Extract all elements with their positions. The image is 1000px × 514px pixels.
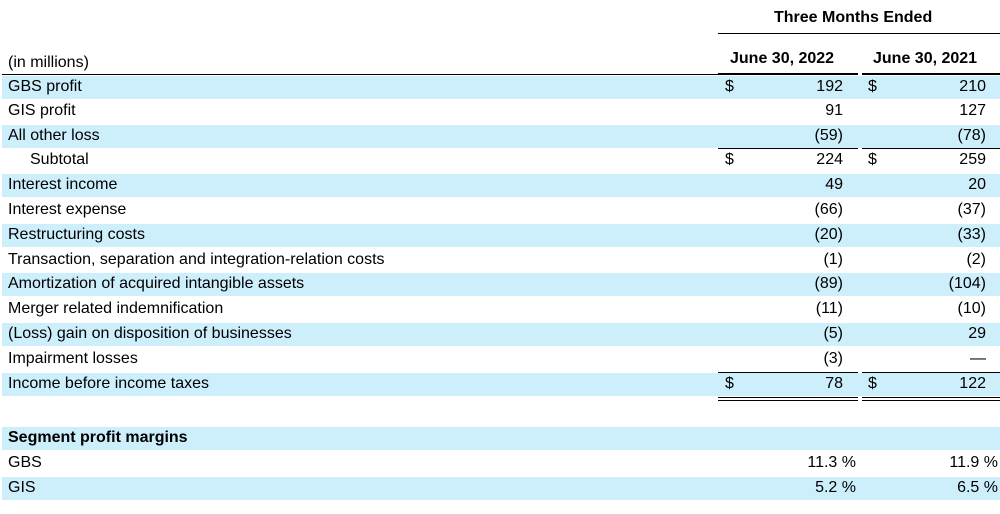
table-row-restructuring-costs: Restructuring costs (20) (33) — [2, 224, 1000, 247]
row-label: Transaction, separation and integration-… — [8, 251, 385, 268]
table-row-disposition: (Loss) gain on disposition of businesses… — [2, 323, 1000, 346]
value-2022: 192 — [816, 78, 843, 95]
value-2021: (10) — [957, 300, 986, 317]
value-2022: 49 — [825, 176, 843, 193]
double-rule-2022-b — [718, 400, 858, 401]
subtotal-rule-2021 — [862, 148, 1000, 149]
value-2021: 210 — [959, 78, 986, 95]
value-2021: 20 — [968, 176, 986, 193]
unit-label: (in millions) — [8, 54, 89, 71]
double-rule-2021-b — [862, 400, 1000, 401]
table-row-interest-expense: Interest expense (66) (37) — [2, 199, 1000, 222]
header-rule-left — [2, 74, 718, 75]
total-rule-2021 — [862, 372, 1000, 373]
value-2021: (37) — [957, 201, 986, 218]
value-2021: 6.5 % — [957, 479, 998, 496]
table-row-merger-indemnification: Merger related indemnification (11) (10) — [2, 298, 1000, 321]
column-header-2022: June 30, 2022 — [730, 50, 835, 67]
table-row-gbs-margin: GBS 11.3 % 11.9 % — [2, 452, 1000, 475]
row-label: Subtotal — [30, 151, 89, 168]
value-2022: (11) — [815, 300, 843, 317]
row-label: Interest expense — [8, 201, 127, 218]
value-2021: — — [970, 350, 986, 367]
row-label: Amortization of acquired intangible asse… — [8, 275, 305, 292]
table-row-gis-margin: GIS 5.2 % 6.5 % — [2, 477, 1000, 500]
table-row-income-before-taxes: Income before income taxes $ 78 $ 122 — [2, 373, 1000, 396]
value-2021: (33) — [957, 226, 986, 243]
table-row-gis-profit: GIS profit 91 127 — [2, 100, 1000, 123]
value-2022: (3) — [823, 350, 843, 367]
row-label: Restructuring costs — [8, 226, 145, 243]
value-2021: 29 — [968, 325, 986, 342]
table-row-subtotal: Subtotal $ 224 $ 259 — [2, 149, 1000, 172]
table-row-all-other-loss: All other loss (59) (78) — [2, 125, 1000, 148]
table-row-impairment-losses: Impairment losses (3) — — [2, 348, 1000, 371]
row-label: All other loss — [8, 127, 100, 144]
subtotal-rule-2022 — [718, 148, 858, 149]
value-2022: (20) — [814, 226, 843, 243]
dollar-sign: $ — [868, 78, 877, 95]
row-label: GIS profit — [8, 102, 76, 119]
value-2022: 5.2 % — [815, 479, 856, 496]
value-2022: (89) — [814, 275, 843, 292]
value-2021: (104) — [948, 275, 986, 292]
dollar-sign: $ — [725, 78, 734, 95]
value-2021: 122 — [959, 375, 986, 392]
dollar-sign: $ — [725, 151, 734, 168]
row-label: (Loss) gain on disposition of businesses — [8, 325, 292, 342]
row-label: Interest income — [8, 176, 118, 193]
value-2021: 127 — [959, 102, 986, 119]
table-row-amortization: Amortization of acquired intangible asse… — [2, 273, 1000, 296]
value-2021: (78) — [957, 127, 986, 144]
row-label: Income before income taxes — [8, 375, 209, 392]
value-2022: (66) — [814, 201, 843, 218]
value-2022: (5) — [823, 325, 843, 342]
value-2021: 259 — [959, 151, 986, 168]
header-rule-2021 — [862, 73, 1000, 75]
table-row-interest-income: Interest income 49 20 — [2, 174, 1000, 197]
value-2022: 78 — [825, 375, 843, 392]
header-rule-2022 — [718, 73, 858, 75]
header-super-rule — [718, 33, 1000, 34]
value-2022: 224 — [816, 151, 843, 168]
table-row-transaction-costs: Transaction, separation and integration-… — [2, 249, 1000, 272]
margins-title-row: Segment profit margins — [2, 427, 1000, 450]
column-header-2021: June 30, 2021 — [873, 50, 978, 67]
row-label: GBS profit — [8, 78, 82, 95]
value-2021: 11.9 % — [949, 454, 998, 471]
dollar-sign: $ — [868, 151, 877, 168]
margins-title: Segment profit margins — [8, 429, 188, 446]
row-label: GIS — [8, 479, 36, 496]
value-2022: (59) — [814, 127, 843, 144]
row-label: Merger related indemnification — [8, 300, 224, 317]
value-2021: (2) — [966, 251, 986, 268]
table-row-gbs-profit: GBS profit $ 192 $ 210 — [2, 76, 1000, 99]
row-label: GBS — [8, 454, 42, 471]
double-rule-2022-a — [718, 397, 858, 398]
row-label: Impairment losses — [8, 350, 138, 367]
total-rule-2022 — [718, 372, 858, 373]
double-rule-2021-a — [862, 397, 1000, 398]
dollar-sign: $ — [868, 375, 877, 392]
value-2022: (1) — [823, 251, 843, 268]
value-2022: 11.3 % — [807, 454, 856, 471]
value-2022: 91 — [825, 102, 843, 119]
header-super-title: Three Months Ended — [774, 9, 933, 26]
dollar-sign: $ — [725, 375, 734, 392]
